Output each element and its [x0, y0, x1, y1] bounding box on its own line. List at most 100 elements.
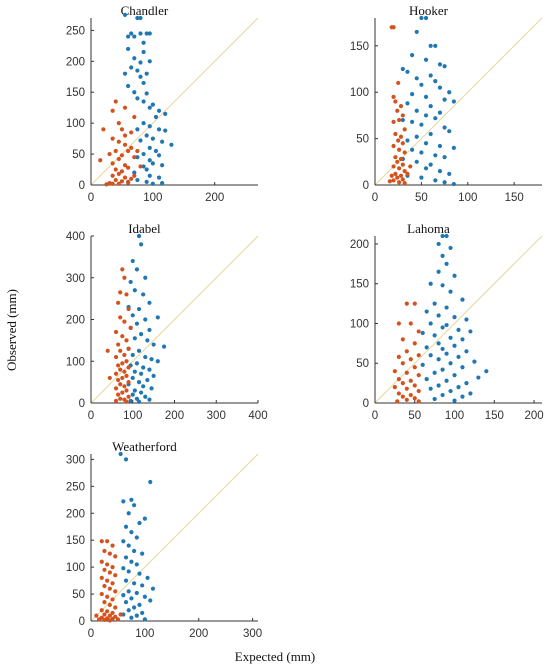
data-point: [402, 181, 407, 186]
data-point: [144, 167, 149, 172]
data-point: [423, 113, 429, 118]
data-point: [160, 181, 165, 186]
data-point: [96, 617, 102, 622]
y-tick-label: 100: [66, 118, 85, 130]
data-point: [432, 333, 437, 338]
data-point: [408, 378, 413, 383]
data-point: [136, 380, 142, 385]
data-point: [410, 91, 415, 97]
data-point: [400, 141, 405, 146]
data-point: [151, 373, 156, 378]
data-point: [122, 352, 127, 358]
data-point: [107, 602, 112, 607]
data-point: [400, 394, 405, 399]
data-point: [123, 524, 129, 529]
data-point: [460, 394, 465, 399]
data-point: [102, 548, 107, 554]
data-point: [396, 321, 401, 326]
identity-line: [90, 453, 259, 622]
data-point: [161, 344, 167, 349]
data-point: [440, 392, 445, 398]
data-point: [113, 398, 119, 404]
data-point: [444, 261, 449, 266]
data-point: [124, 359, 129, 364]
data-point: [138, 15, 143, 21]
data-point: [123, 578, 129, 583]
data-point: [130, 258, 135, 264]
data-point: [149, 357, 154, 362]
data-point: [460, 337, 465, 342]
data-point: [107, 375, 112, 381]
data-point: [440, 283, 445, 288]
data-point: [400, 381, 405, 386]
data-point: [428, 321, 433, 326]
data-point: [147, 367, 152, 372]
data-point: [129, 596, 134, 601]
data-point: [136, 348, 142, 353]
data-point: [456, 354, 461, 359]
data-point: [437, 85, 443, 90]
data-point: [153, 114, 159, 120]
y-tick-label: 200: [66, 56, 85, 68]
data-point: [113, 354, 119, 360]
data-point: [118, 396, 123, 401]
data-point: [464, 317, 469, 322]
data-point: [145, 575, 150, 581]
data-point: [391, 119, 396, 125]
data-point: [404, 370, 409, 375]
data-point: [423, 15, 429, 21]
series-0: [400, 15, 456, 187]
data-point: [389, 173, 394, 178]
data-point: [402, 168, 407, 174]
data-point: [102, 583, 107, 589]
y-tick-label: 150: [66, 87, 85, 99]
data-point: [144, 133, 149, 138]
data-point: [451, 145, 456, 150]
data-point: [147, 145, 152, 150]
data-point: [460, 365, 465, 370]
data-point: [150, 136, 155, 141]
data-point: [113, 177, 118, 183]
data-point: [145, 377, 150, 383]
data-point: [121, 566, 126, 571]
y-tick-label: 200: [66, 508, 85, 520]
data-point: [150, 181, 155, 186]
data-point: [437, 62, 443, 67]
series-0: [126, 233, 167, 404]
data-point: [116, 181, 121, 186]
x-tick-label: 200: [524, 410, 543, 422]
data-point: [121, 593, 126, 598]
series-1: [387, 25, 413, 186]
data-point: [107, 613, 112, 618]
data-point: [400, 177, 405, 182]
data-point: [136, 233, 142, 239]
data-point: [135, 177, 140, 183]
data-point: [408, 321, 413, 326]
data-point: [420, 330, 425, 336]
data-point: [405, 138, 410, 143]
data-point: [118, 348, 123, 353]
data-point: [442, 180, 447, 185]
data-point: [393, 155, 398, 160]
data-point: [416, 373, 421, 378]
data-point: [132, 170, 137, 175]
data-point: [120, 390, 125, 395]
data-point: [405, 101, 410, 106]
data-point: [122, 105, 128, 110]
data-point: [400, 117, 405, 123]
data-point: [126, 34, 131, 39]
data-point: [113, 167, 118, 172]
data-point: [110, 161, 115, 166]
data-point: [99, 575, 104, 581]
data-point: [134, 562, 139, 567]
data-point: [448, 335, 453, 340]
data-point: [468, 391, 473, 396]
y-tick-label: 100: [350, 87, 369, 99]
data-point: [444, 378, 449, 383]
data-point: [128, 325, 133, 330]
y-tick-label: 300: [66, 454, 85, 466]
data-point: [135, 15, 140, 21]
x-tick-label: 50: [415, 192, 428, 204]
data-point: [416, 329, 421, 334]
data-point: [121, 499, 126, 504]
